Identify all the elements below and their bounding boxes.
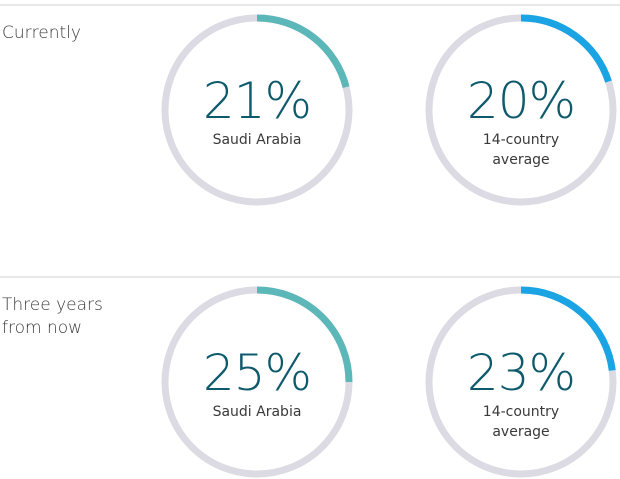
gauge-arc <box>256 286 353 383</box>
gauge-name: Saudi Arabia <box>212 132 302 148</box>
gauge-arc <box>520 14 612 83</box>
gauge-value: 21% <box>202 72 312 130</box>
row-label: Currently <box>2 23 81 43</box>
gauge-name: 14-country average <box>482 404 560 440</box>
gauge-value: 25% <box>202 344 312 402</box>
gauge-value: 23% <box>466 344 576 402</box>
gauge-value: 20% <box>466 72 576 130</box>
gauge-name: 14-country average <box>482 132 560 168</box>
gauge-name: Saudi Arabia <box>212 404 302 420</box>
gauge-arc <box>256 14 350 89</box>
row-label: Three years from now <box>2 295 103 338</box>
gauge-arc <box>520 286 616 371</box>
